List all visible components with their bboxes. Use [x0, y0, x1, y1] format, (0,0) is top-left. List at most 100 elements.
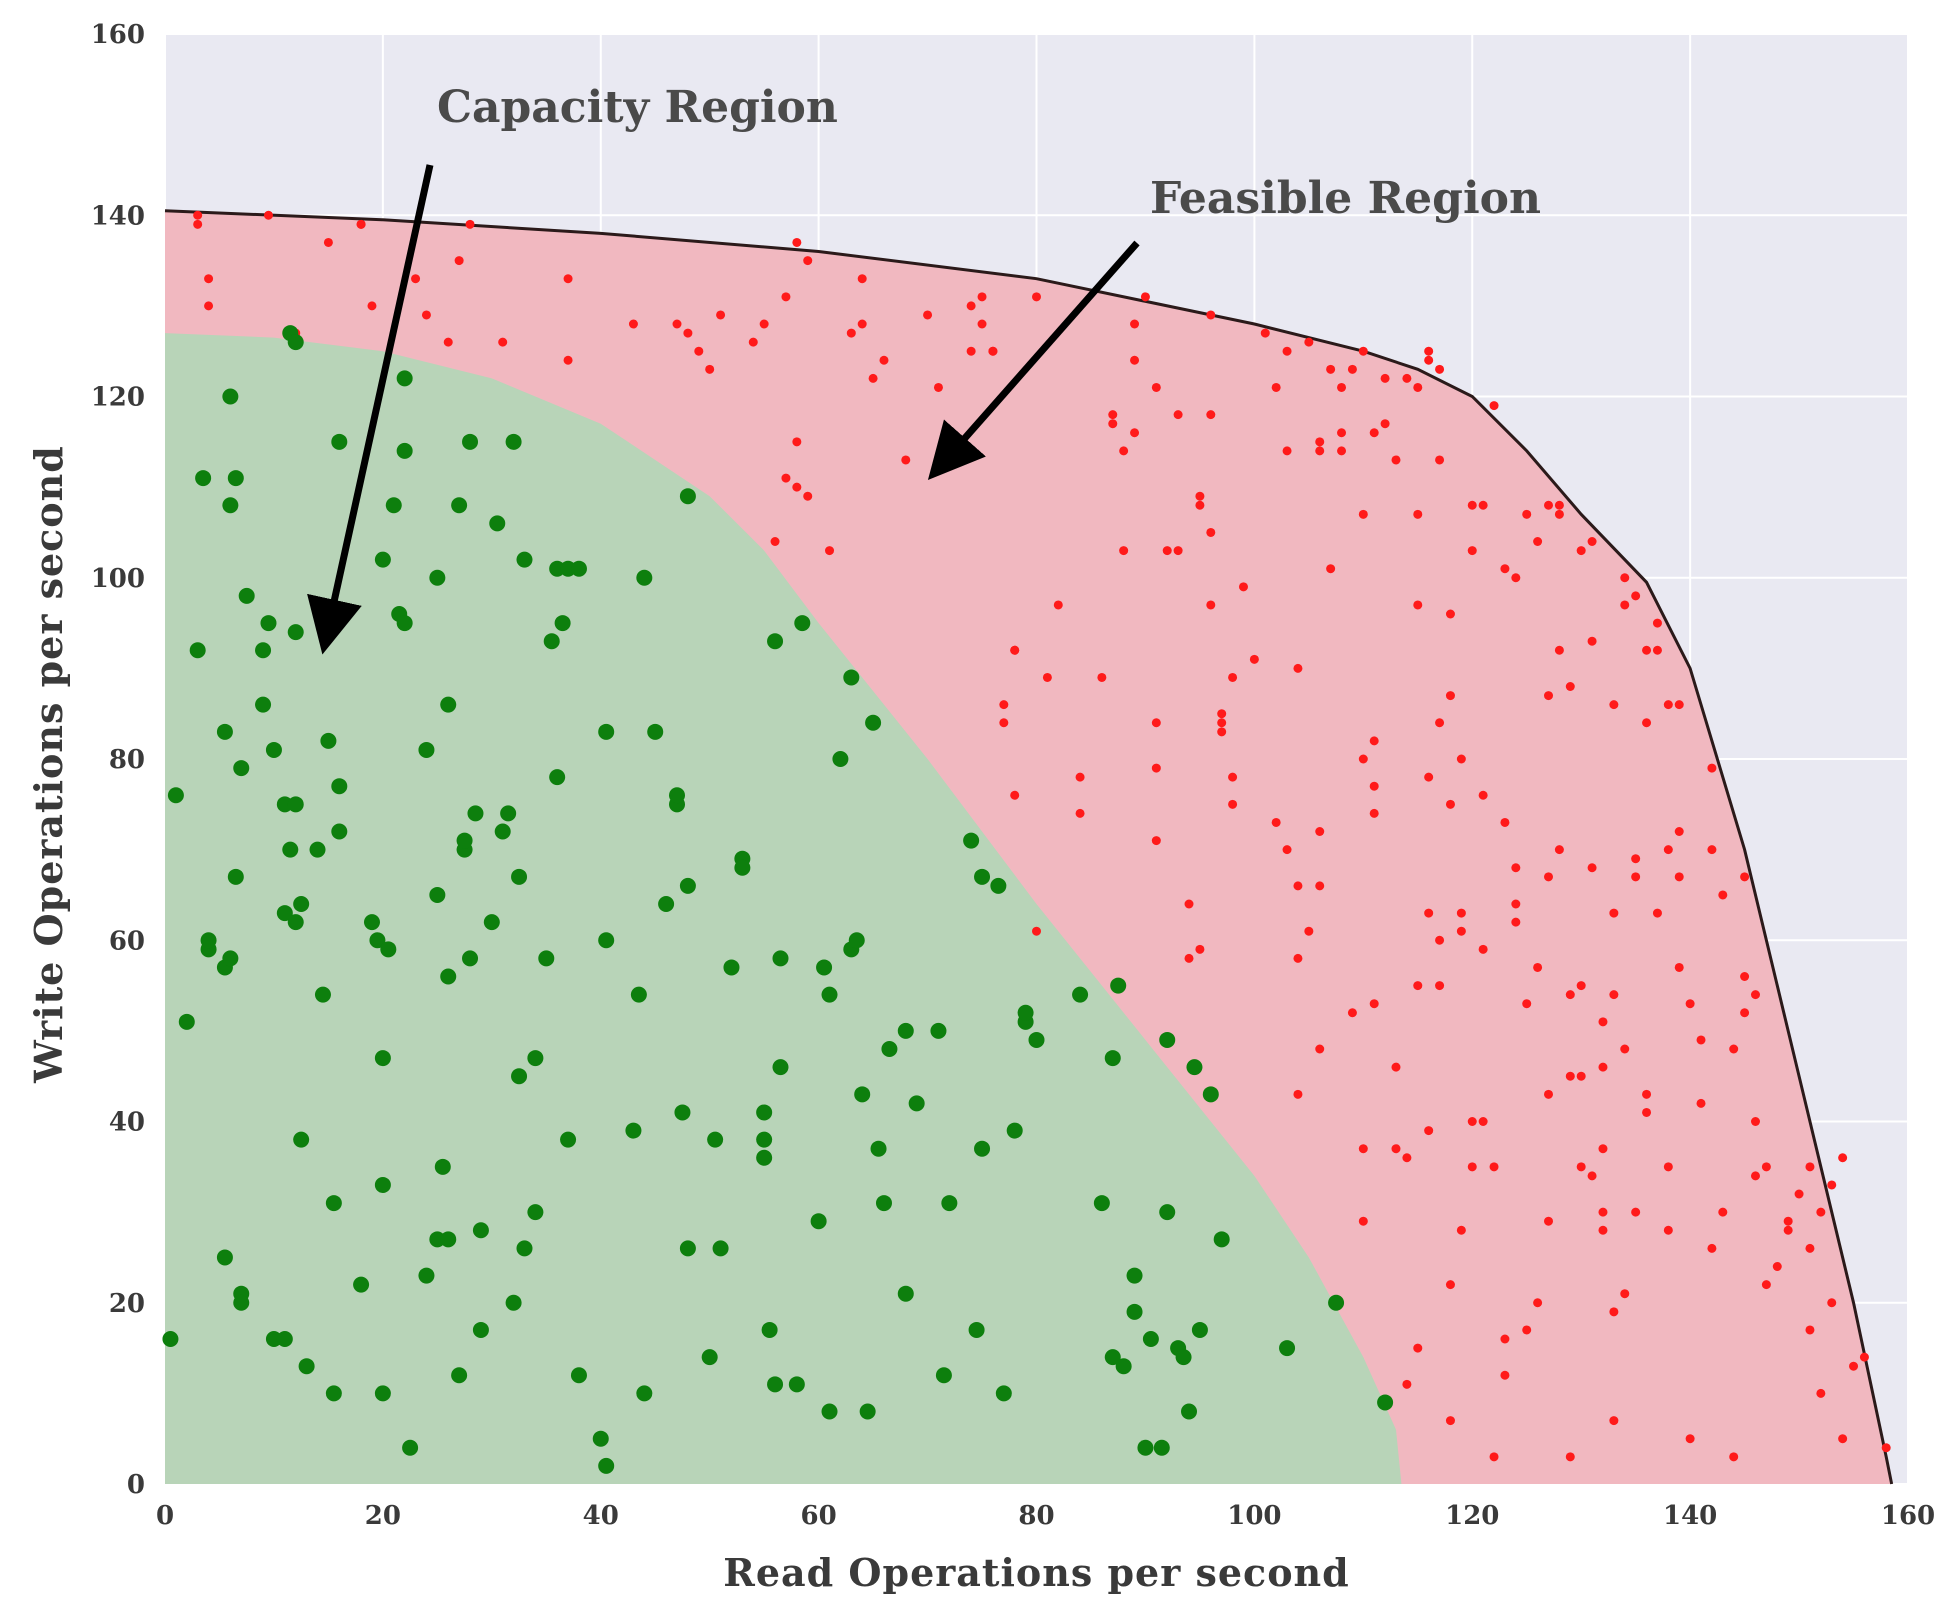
capacity-point: [287, 914, 304, 931]
feasible-point: [1195, 500, 1205, 510]
feasible-point: [1729, 1452, 1739, 1462]
capacity-point: [353, 1276, 370, 1293]
capacity-point: [309, 841, 326, 858]
capacity-point: [723, 959, 740, 976]
y-axis-ticks: 0 20 40 60 80 100 120 140 160: [91, 20, 145, 1500]
feasible-point: [1042, 672, 1052, 682]
feasible-point: [1032, 292, 1041, 302]
feasible-point: [1369, 736, 1379, 746]
arrow-capacity-region: [307, 164, 434, 655]
feasible-point: [411, 274, 421, 284]
feasible-point: [1130, 428, 1140, 438]
feasible-point: [1184, 953, 1194, 963]
feasible-point: [846, 328, 856, 338]
feasible-point: [1544, 1089, 1554, 1099]
feasible-point: [792, 437, 802, 447]
x-tick-label: 40: [583, 1501, 619, 1531]
feasible-point: [1554, 509, 1564, 519]
capacity-point: [712, 1240, 729, 1257]
feasible-point: [1750, 990, 1760, 1000]
feasible-point: [1445, 1280, 1455, 1290]
feasible-point: [1315, 1044, 1325, 1054]
feasible-point: [1326, 564, 1336, 574]
feasible-point: [1544, 500, 1554, 510]
feasible-point: [1761, 1162, 1771, 1172]
feasible-point: [1674, 827, 1684, 836]
feasible-point: [1827, 1180, 1837, 1190]
capacity-point: [1126, 1267, 1143, 1284]
feasible-point: [1206, 600, 1216, 610]
feasible-point: [1391, 1062, 1401, 1072]
feasible-point: [1184, 899, 1194, 909]
capacity-point: [527, 1204, 544, 1221]
feasible-point: [1010, 645, 1020, 655]
capacity-point: [756, 1131, 773, 1148]
capacity-point: [1126, 1303, 1143, 1320]
feasible-point: [563, 274, 573, 284]
capacity-point: [265, 741, 282, 758]
x-tick-label: 120: [1445, 1501, 1499, 1531]
capacity-point: [363, 914, 380, 931]
capacity-point: [293, 1131, 310, 1148]
feasible-point: [323, 237, 333, 247]
capacity-point: [859, 1403, 876, 1420]
capacity-point: [462, 950, 479, 967]
feasible-point: [1707, 1243, 1717, 1253]
y-tick-label: 80: [109, 745, 145, 775]
capacity-point: [1006, 1122, 1023, 1139]
feasible-point: [1816, 1388, 1826, 1398]
feasible-point: [1435, 718, 1445, 728]
feasible-point: [803, 491, 813, 501]
capacity-point: [1181, 1403, 1198, 1420]
feasible-point: [1282, 346, 1292, 356]
feasible-point: [1369, 428, 1379, 438]
capacity-point: [472, 1222, 489, 1239]
feasible-point: [977, 319, 987, 329]
y-tick-label: 120: [91, 383, 145, 413]
feasible-point: [1097, 672, 1107, 682]
feasible-point: [1489, 1162, 1499, 1172]
feasible-point: [1238, 582, 1248, 592]
feasible-point: [1413, 981, 1423, 991]
capacity-point: [418, 1267, 435, 1284]
feasible-point: [1108, 410, 1118, 420]
feasible-point: [857, 319, 867, 329]
capacity-point: [216, 723, 233, 740]
capacity-point: [1028, 1031, 1045, 1048]
feasible-point: [1707, 763, 1717, 773]
feasible-point: [1598, 1225, 1608, 1235]
feasible-point: [1402, 1379, 1412, 1389]
feasible-point: [421, 310, 431, 320]
feasible-point: [1587, 863, 1597, 873]
feasible-point: [1652, 645, 1662, 655]
capacity-point: [570, 560, 587, 577]
feasible-point: [1544, 872, 1554, 882]
feasible-point: [1685, 999, 1695, 1009]
capacity-point: [255, 696, 272, 713]
capacity-point: [658, 896, 675, 912]
feasible-point: [1271, 382, 1281, 392]
feasible-point: [1652, 618, 1662, 628]
feasible-point: [1663, 700, 1673, 710]
capacity-point: [331, 778, 348, 795]
capacity-point: [865, 714, 882, 731]
feasible-point: [1827, 1298, 1837, 1308]
capacity-point: [963, 832, 980, 849]
feasible-point: [1576, 546, 1586, 556]
feasible-point: [1467, 1117, 1477, 1126]
feasible-point: [1293, 663, 1303, 673]
capacity-point: [1175, 1349, 1192, 1366]
capacity-point: [167, 787, 184, 804]
feasible-point: [1445, 609, 1455, 619]
feasible-point: [1587, 537, 1597, 546]
feasible-point: [1206, 527, 1216, 537]
feasible-point: [988, 346, 998, 356]
capacity-point: [881, 1041, 898, 1057]
feasible-point: [193, 219, 203, 229]
capacity-point: [505, 1294, 522, 1311]
capacity-point: [440, 968, 457, 985]
capacity-point: [325, 1385, 342, 1402]
capacity-point: [511, 1068, 528, 1085]
feasible-point: [868, 373, 878, 383]
feasible-point: [1140, 292, 1150, 302]
